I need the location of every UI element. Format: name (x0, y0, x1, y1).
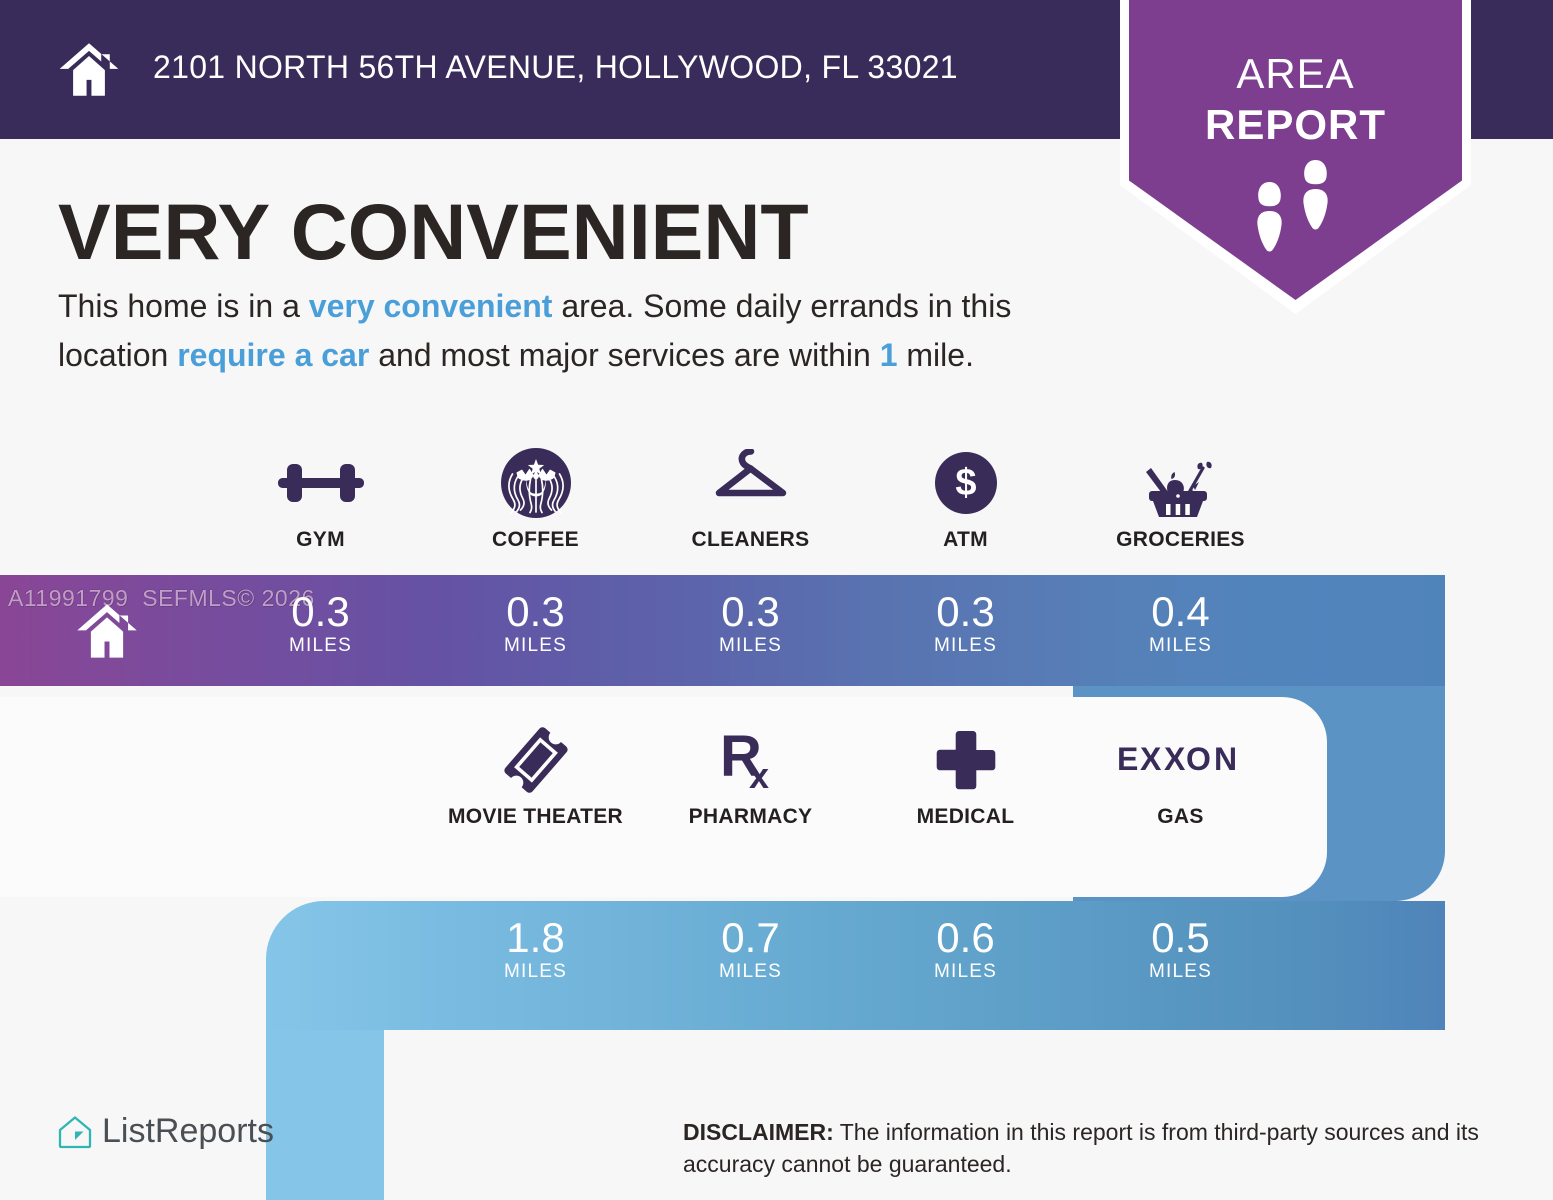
svg-text:$: $ (955, 462, 976, 504)
svg-text:E: E (1117, 741, 1138, 777)
svg-text:X: X (1140, 741, 1162, 777)
svg-text:N: N (1214, 741, 1237, 777)
svg-text:x: x (749, 755, 769, 796)
svg-text:O: O (1186, 741, 1210, 777)
svg-text:X: X (1164, 741, 1186, 777)
